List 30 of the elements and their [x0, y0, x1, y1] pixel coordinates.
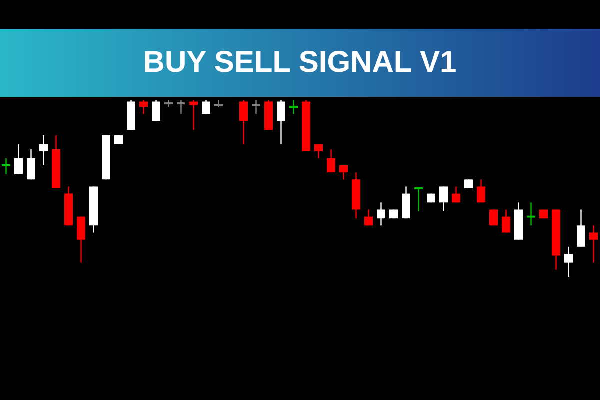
- candlestick: [490, 209, 498, 226]
- candlestick: [527, 202, 536, 226]
- candlestick: [327, 148, 336, 174]
- candlestick: [440, 186, 448, 212]
- candlestick: [502, 209, 510, 234]
- candlestick: [77, 216, 86, 264]
- candlestick: [477, 179, 486, 204]
- candlestick: [152, 99, 160, 122]
- chart-title: BUY SELL SIGNAL V1: [0, 29, 600, 97]
- candlestick: [314, 144, 323, 160]
- candlestick: [190, 99, 198, 131]
- candlestick: [140, 99, 148, 115]
- candlestick: [414, 188, 423, 212]
- candlestick: [240, 99, 248, 145]
- candlestick: [277, 99, 286, 145]
- candlestick: [340, 164, 348, 180]
- candlestick: [377, 202, 386, 226]
- candlestick: [290, 99, 298, 115]
- candlestick: [577, 209, 586, 248]
- candlestick: [590, 225, 598, 264]
- candlestick: [202, 99, 210, 115]
- candlestick: [27, 148, 36, 180]
- candlestick: [364, 209, 373, 226]
- candlestick: [14, 144, 23, 175]
- candlestick: [252, 99, 260, 115]
- candlestick: [452, 186, 460, 204]
- candlestick: [40, 134, 48, 166]
- candlestick: [177, 99, 186, 115]
- candlestick: [2, 158, 10, 175]
- candlestick: [564, 246, 573, 278]
